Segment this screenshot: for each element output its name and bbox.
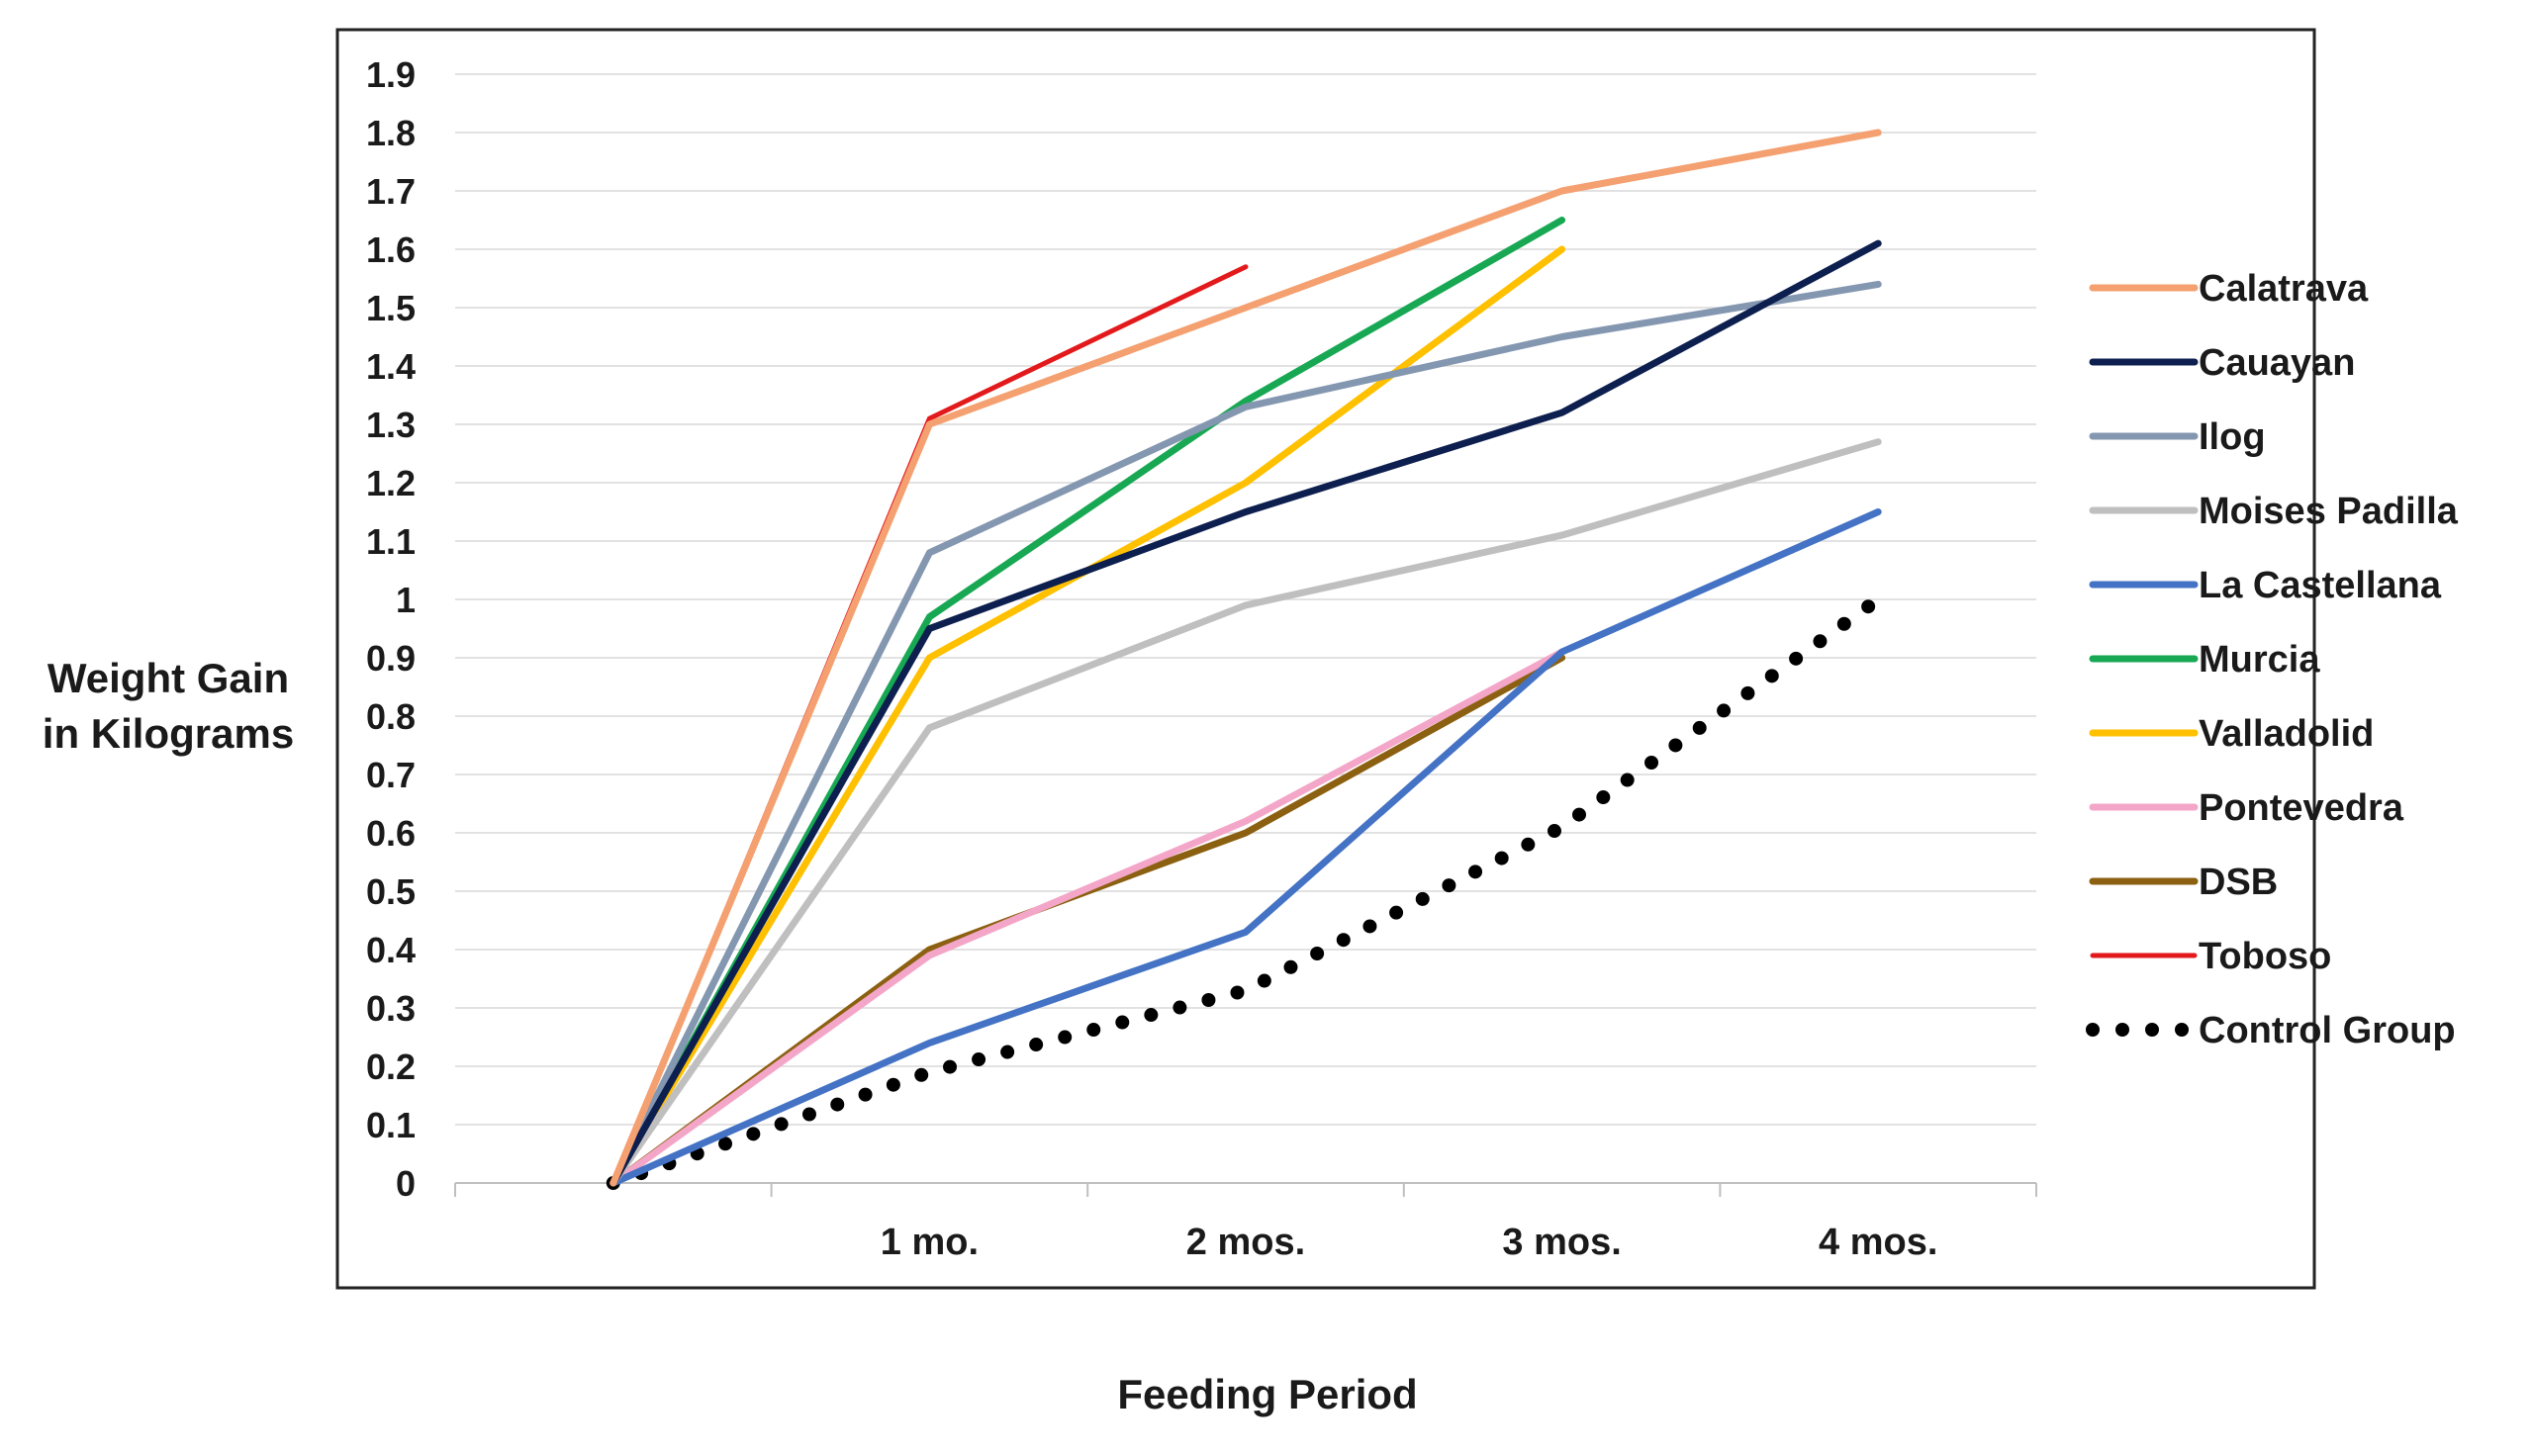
y-axis-title-line-1: Weight Gain [47, 655, 289, 701]
legend-label-pontevedra: Pontevedra [2199, 787, 2404, 829]
x-axis-ticks: 1 mo. 2 mos. 3 mos. 4 mos. [881, 1222, 1938, 1263]
legend-label-dsb: DSB [2199, 862, 2278, 903]
legend-label-control-group: Control Group [2199, 1010, 2456, 1051]
y-tick-label: 0 [396, 1163, 416, 1204]
y-tick-label: 1 [396, 580, 416, 620]
legend-label-calatrava: Calatrava [2199, 268, 2369, 310]
legend-label-toboso: Toboso [2199, 936, 2331, 977]
series-line-la-castellana [610, 508, 1882, 1187]
y-tick-label: 0.7 [366, 755, 416, 795]
series-lines [606, 129, 1886, 1190]
series-line-pontevedra [610, 648, 1566, 1187]
y-tick-label: 1.5 [366, 288, 416, 328]
y-tick-label: 1.2 [366, 463, 416, 503]
axis-titles: Weight Gain in Kilograms Feeding Period [43, 655, 1418, 1417]
y-tick-label: 1.1 [366, 521, 416, 562]
series-line-moises-padilla [610, 438, 1882, 1187]
legend-label-moises-padilla: Moises Padilla [2199, 491, 2459, 532]
y-axis-ticks: 0 0.1 0.2 0.3 0.4 0.5 0.6 0.7 0.8 0.9 1 1.1 1.2 1.3 1.… [366, 54, 416, 1204]
series-line-dsb [610, 654, 1566, 1187]
y-axis-title-line-2: in Kilograms [43, 710, 294, 757]
x-axis-title: Feeding Period [1117, 1371, 1417, 1417]
y-tick-label: 1.7 [366, 171, 416, 212]
legend-label-la-castellana: La Castellana [2199, 565, 2442, 606]
y-tick-label: 0.9 [366, 638, 416, 679]
legend-label-cauayan: Cauayan [2199, 342, 2355, 384]
series-line-calatrava [610, 129, 1882, 1187]
series-line-ilog [610, 280, 1882, 1187]
y-tick-label: 1.4 [366, 346, 416, 387]
x-tick-label: 3 mos. [1502, 1222, 1621, 1263]
y-tick-label: 1.8 [366, 113, 416, 153]
legend-label-ilog: Ilog [2199, 416, 2266, 458]
y-tick-label: 0.6 [366, 813, 416, 854]
legend: Calatrava Cauayan Ilog Moises Padilla La Cas… [2086, 268, 2459, 1051]
y-tick-label: 1.6 [366, 229, 416, 270]
y-tick-label: 0.2 [366, 1046, 416, 1087]
x-axis [454, 1182, 2037, 1197]
y-tick-label: 0.8 [366, 696, 416, 737]
y-tick-label: 0.1 [366, 1105, 416, 1145]
plot-frame [335, 28, 2316, 1290]
x-tick-label: 4 mos. [1819, 1222, 1937, 1263]
x-tick-label: 2 mos. [1186, 1222, 1305, 1263]
y-tick-label: 1.3 [366, 405, 416, 445]
y-tick-label: 0.5 [366, 871, 416, 912]
y-tick-label: 0.4 [366, 930, 416, 970]
legend-label-valladolid: Valladolid [2199, 713, 2374, 755]
x-tick-label: 1 mo. [881, 1222, 979, 1263]
legend-label-murcia: Murcia [2199, 639, 2320, 681]
y-tick-label: 0.3 [366, 988, 416, 1029]
gridlines [455, 73, 2036, 1126]
series-line-cauayan [610, 239, 1882, 1187]
y-tick-label: 1.9 [366, 54, 416, 95]
